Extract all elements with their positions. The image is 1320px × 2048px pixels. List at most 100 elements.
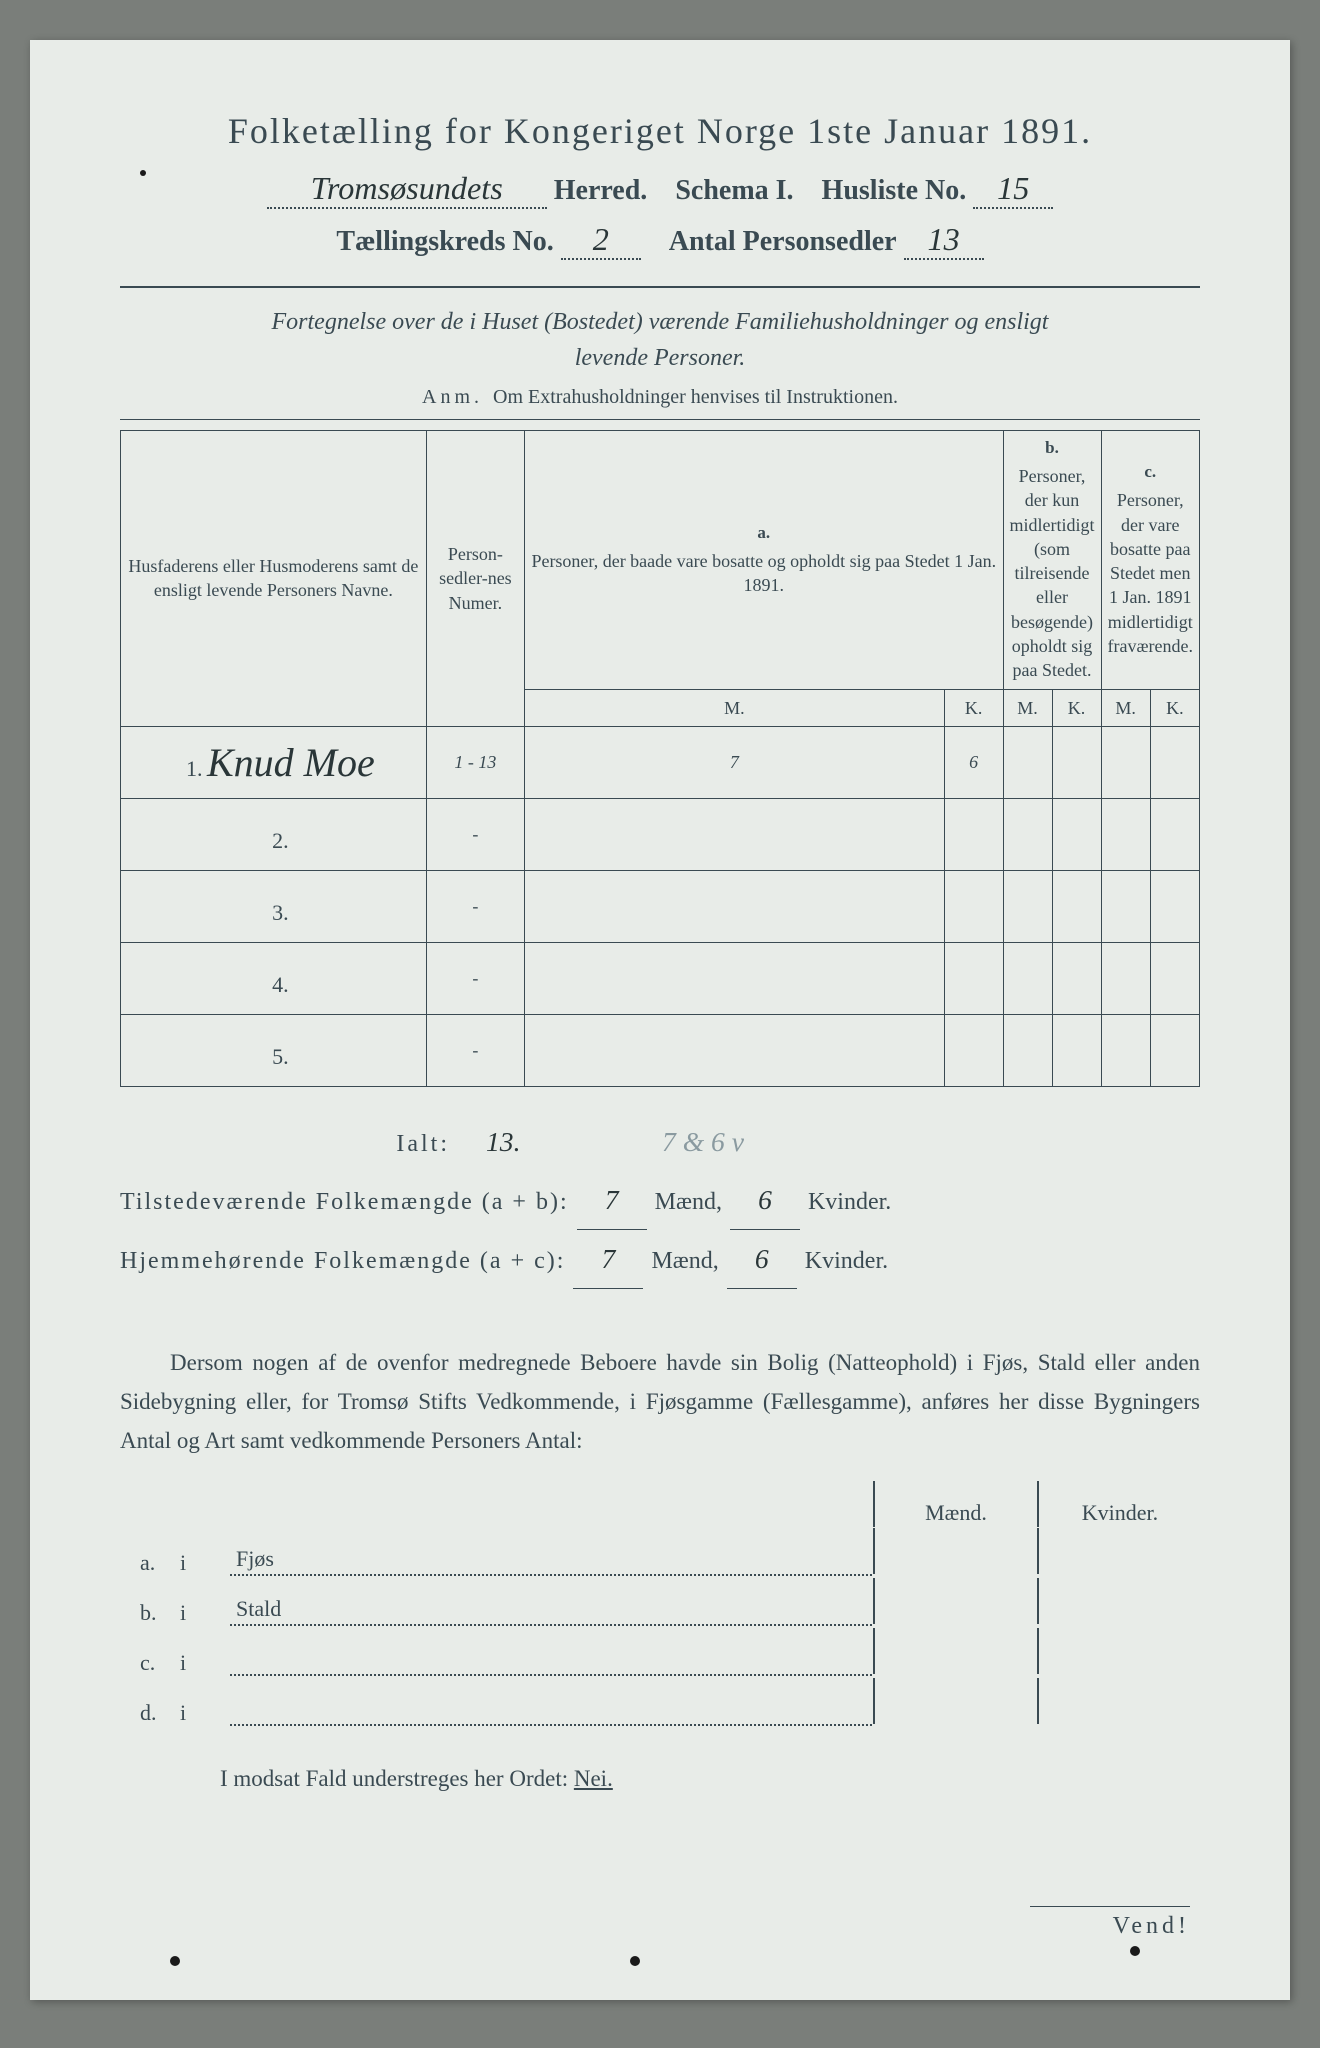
row-name-cell: 2.	[121, 798, 427, 870]
th-bk: K.	[1052, 689, 1101, 726]
bldg-sep	[1037, 1481, 1039, 1527]
kvinder-label-2: Kvinder.	[805, 1236, 888, 1286]
th-c: c. Personer, der vare bosatte paa Stedet…	[1101, 431, 1200, 690]
row-am	[525, 798, 945, 870]
kreds-label: Tællingskreds No.	[336, 226, 553, 257]
th-am: M.	[525, 689, 945, 726]
row-number: 2.	[258, 828, 289, 853]
row-num-cell: -	[426, 942, 524, 1014]
row-bk	[1052, 1014, 1101, 1086]
anm-note: Anm. Om Extrahusholdninger henvises til …	[120, 386, 1200, 409]
bldg-head-k: Kvinder.	[1040, 1500, 1200, 1526]
table-row: 3. -	[121, 870, 1200, 942]
paper-speck	[140, 170, 146, 176]
form-title: Folketælling for Kongeriget Norge 1ste J…	[120, 110, 1200, 152]
bldg-i: i	[180, 1600, 230, 1626]
bldg-sep	[873, 1578, 875, 1624]
bldg-row: b.iStald	[120, 1576, 1200, 1626]
tilst-label: Tilstedeværende Folkemængde (a + b):	[120, 1177, 569, 1227]
row-bm	[1003, 870, 1052, 942]
th-c-text: Personer, der vare bosatte paa Stedet me…	[1108, 490, 1193, 656]
th-a: a. Personer, der baade vare bosatte og o…	[525, 431, 1003, 690]
desc-line2: levende Personer.	[575, 345, 746, 371]
hjem-label: Hjemmehørende Folkemængde (a + c):	[120, 1236, 565, 1286]
maend-label: Mænd,	[655, 1177, 722, 1227]
table-row: 2. -	[121, 798, 1200, 870]
row-cm	[1101, 1014, 1150, 1086]
description-text: Fortegnelse over de i Huset (Bostedet) v…	[120, 304, 1200, 376]
anm-text: Om Extrahusholdninger henvises til Instr…	[493, 386, 898, 408]
bldg-label	[230, 1650, 872, 1676]
row-bm	[1003, 726, 1052, 798]
row-name-hand: Knud Moe	[207, 740, 375, 785]
bldg-label	[230, 1700, 872, 1726]
nei-word: Nei.	[574, 1766, 613, 1791]
household-table: Husfaderens eller Husmoderens samt de en…	[120, 430, 1200, 1087]
bldg-row: a.iFjøs	[120, 1526, 1200, 1576]
row-cm	[1101, 942, 1150, 1014]
vend-label: Vend!	[1030, 1906, 1190, 1940]
row-num-cell: -	[426, 1014, 524, 1086]
row-bm	[1003, 1014, 1052, 1086]
row-ak	[944, 870, 1003, 942]
th-num-text: Person-sedler-nes Numer.	[439, 544, 512, 613]
maend-label-2: Mænd,	[651, 1236, 718, 1286]
paper-speck	[1130, 1946, 1140, 1956]
row-name-cell: 5.	[121, 1014, 427, 1086]
row-ak	[944, 798, 1003, 870]
row-number: 5.	[258, 1044, 289, 1069]
th-a-letter: a.	[531, 522, 996, 545]
row-name-cell: 1. Knud Moe	[121, 726, 427, 798]
tilst-k: 6	[730, 1171, 800, 1230]
row-bm	[1003, 942, 1052, 1014]
kvinder-label: Kvinder.	[808, 1177, 891, 1227]
table-row: 5. -	[121, 1014, 1200, 1086]
bldg-label: Stald	[230, 1600, 872, 1626]
row-ck	[1150, 942, 1199, 1014]
divider-thin	[120, 419, 1200, 420]
row-ck	[1150, 870, 1199, 942]
th-b-letter: b.	[1010, 437, 1095, 460]
bldg-sep	[873, 1481, 875, 1527]
row-bk	[1052, 798, 1101, 870]
tilst-m: 7	[577, 1171, 647, 1230]
bldg-row: c.i	[120, 1626, 1200, 1676]
row-num-cell: 1 - 13	[426, 726, 524, 798]
row-am: 7	[525, 726, 945, 798]
th-name-text: Husfaderens eller Husmoderens samt de en…	[128, 556, 418, 600]
husliste-label: Husliste No.	[822, 175, 967, 206]
building-table: Mænd. Kvinder. a.iFjøsb.iStaldc.id.i	[120, 1482, 1200, 1726]
herred-line: Tromsøsundets Herred. Schema I. Husliste…	[120, 170, 1200, 209]
bldg-label: Fjøs	[230, 1550, 872, 1576]
tilst-line: Tilstedeværende Folkemængde (a + b): 7 M…	[120, 1171, 1200, 1230]
bldg-sep	[873, 1528, 875, 1574]
bldg-letter: c.	[120, 1650, 180, 1676]
husliste-no-hand: 15	[973, 170, 1053, 209]
bldg-sep	[1037, 1678, 1039, 1724]
th-bm: M.	[1003, 689, 1052, 726]
hjem-m: 7	[573, 1230, 643, 1289]
bldg-i: i	[180, 1700, 230, 1726]
hjem-k: 6	[727, 1230, 797, 1289]
census-form-page: Folketælling for Kongeriget Norge 1ste J…	[30, 40, 1290, 2000]
nei-line: I modsat Fald understreges her Ordet: Ne…	[120, 1766, 1200, 1792]
row-bm	[1003, 798, 1052, 870]
row-num-cell: -	[426, 870, 524, 942]
th-b-text: Personer, der kun midlertidigt (som tilr…	[1010, 466, 1095, 680]
bldg-letter: a.	[120, 1550, 180, 1576]
ialt-num: 13.	[456, 1113, 656, 1171]
row-cm	[1101, 870, 1150, 942]
paper-speck	[630, 1956, 640, 1966]
row-num-cell: -	[426, 798, 524, 870]
bldg-head-m: Mænd.	[876, 1500, 1036, 1526]
row-number: 3.	[258, 900, 289, 925]
row-ak	[944, 1014, 1003, 1086]
row-name-cell: 3.	[121, 870, 427, 942]
row-bk	[1052, 942, 1101, 1014]
hjem-line: Hjemmehørende Folkemængde (a + c): 7 Mæn…	[120, 1230, 1200, 1289]
ialt-line: Ialt: 13. 7 & 6 v	[120, 1113, 1200, 1171]
bldg-i: i	[180, 1650, 230, 1676]
bldg-letter: b.	[120, 1600, 180, 1626]
bldg-i: i	[180, 1550, 230, 1576]
th-name: Husfaderens eller Husmoderens samt de en…	[121, 431, 427, 727]
